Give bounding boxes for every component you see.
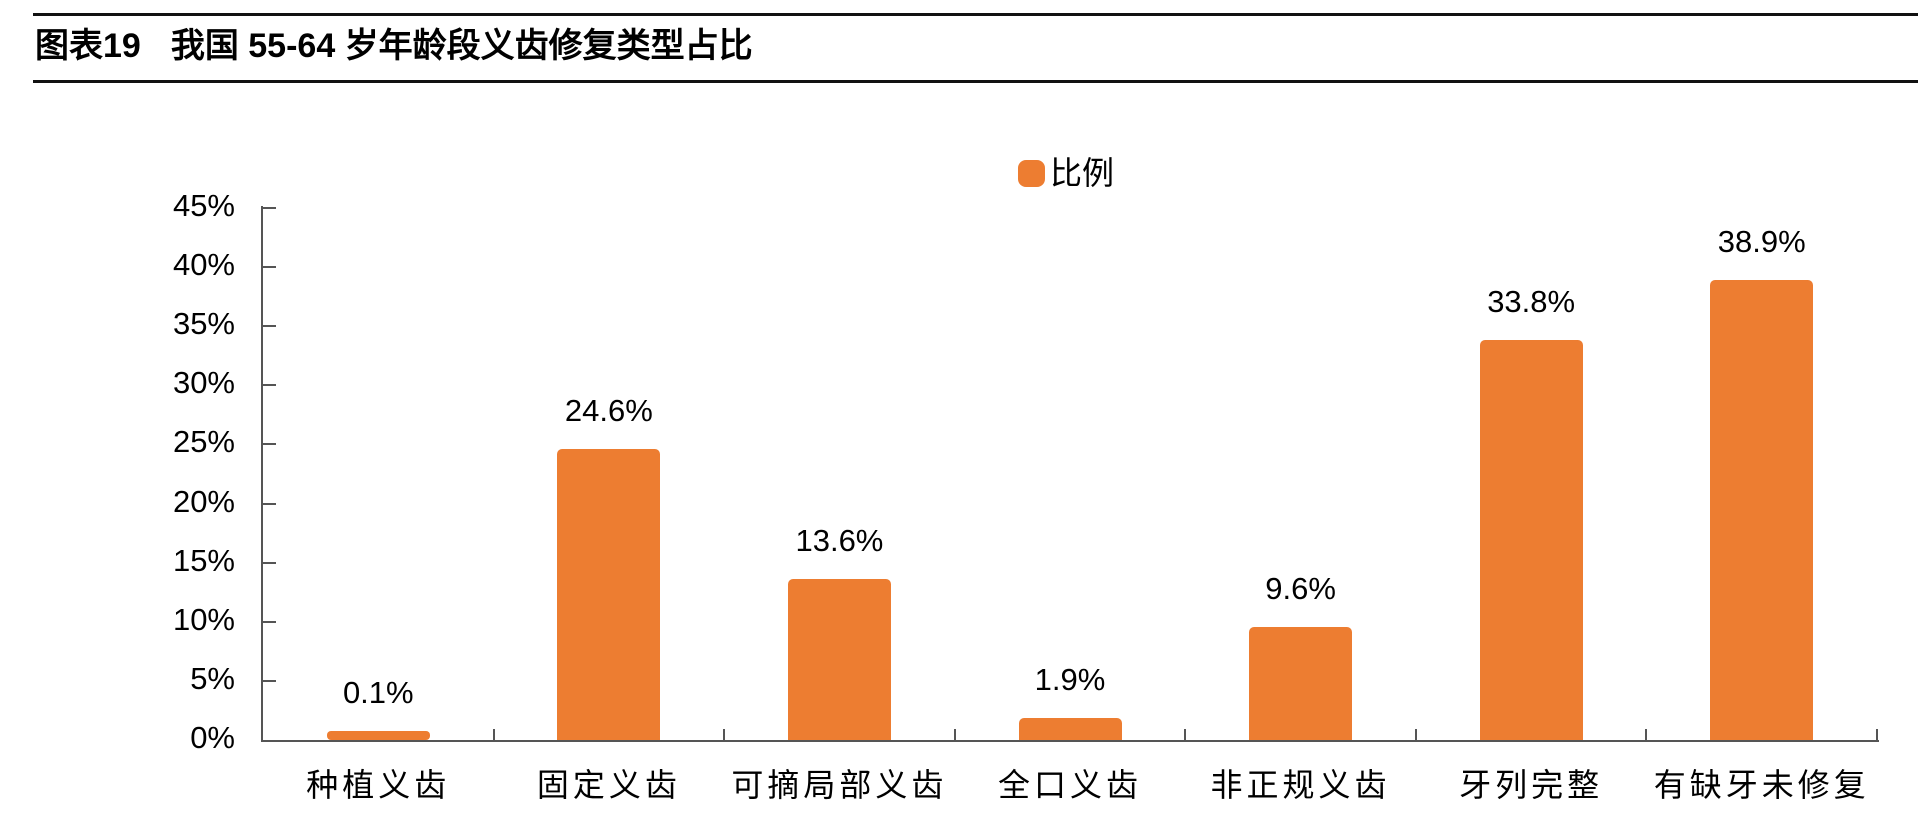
- category-label: 有缺牙未修复: [1653, 767, 1870, 803]
- y-axis-tick: [263, 561, 276, 564]
- y-tick-label: 15%: [172, 542, 235, 578]
- bar-value-label: 0.1%: [342, 675, 414, 710]
- category-label: 固定义齿: [536, 767, 681, 803]
- title-rule-bottom: [33, 80, 1918, 83]
- bar-有缺牙未修复: [1710, 280, 1814, 740]
- y-tick-label: 30%: [172, 365, 235, 401]
- x-axis-tick: [1184, 729, 1187, 740]
- x-axis-tick: [1645, 729, 1648, 740]
- bar-value-label: 24.6%: [564, 393, 653, 429]
- y-tick-label: 25%: [172, 424, 235, 460]
- legend-series-label: 比例: [1049, 155, 1115, 191]
- bar-value-label: 9.6%: [1265, 570, 1336, 606]
- x-axis-line: [261, 740, 1879, 742]
- bar-全口义齿: [1018, 717, 1122, 740]
- x-axis-tick: [953, 729, 956, 740]
- y-axis-tick: [263, 207, 276, 209]
- category-label: 非正规义齿: [1210, 767, 1391, 803]
- y-axis-tick: [263, 620, 276, 623]
- bar-value-label: 1.9%: [1034, 661, 1106, 697]
- y-axis-line: [261, 206, 263, 742]
- y-axis-tick: [263, 266, 276, 269]
- bar-可摘局部义齿: [787, 579, 891, 740]
- y-tick-label: 20%: [172, 483, 235, 519]
- y-axis-tick: [263, 502, 276, 505]
- bar-固定义齿: [557, 449, 661, 740]
- x-axis-tick: [1414, 729, 1417, 740]
- bar-非正规义齿: [1249, 626, 1353, 740]
- category-label: 可摘局部义齿: [731, 767, 948, 803]
- y-axis-tick: [263, 443, 276, 446]
- figure-title-text: 我国 55-64 岁年龄段义齿修复类型占比: [170, 27, 753, 65]
- legend-swatch-icon: [1017, 159, 1045, 187]
- y-axis-tick: [263, 679, 276, 682]
- y-axis-tick: [263, 384, 276, 387]
- bar-种植义齿: [326, 731, 430, 740]
- x-axis-tick: [1876, 729, 1878, 740]
- category-label: 全口义齿: [997, 767, 1142, 803]
- x-axis-tick: [723, 729, 726, 740]
- category-label: 种植义齿: [306, 767, 451, 803]
- title-rule-top: [33, 13, 1918, 16]
- figure-number-label: 图表19: [35, 27, 141, 65]
- bar-value-label: 33.8%: [1487, 284, 1576, 320]
- y-tick-label: 10%: [172, 601, 235, 637]
- bar-value-label: 38.9%: [1717, 224, 1806, 260]
- bar-value-label: 13.6%: [795, 523, 884, 559]
- chart-legend: 比例: [1017, 155, 1115, 191]
- y-axis-tick: [263, 325, 276, 328]
- figure-title: 图表19 我国 55-64 岁年龄段义齿修复类型占比: [35, 25, 753, 67]
- y-tick-label: 35%: [172, 306, 235, 342]
- y-tick-label: 45%: [172, 188, 235, 223]
- x-axis-tick: [492, 729, 495, 740]
- y-tick-label: 5%: [190, 660, 235, 696]
- category-label: 牙列完整: [1459, 767, 1604, 803]
- bar-牙列完整: [1479, 340, 1583, 740]
- y-tick-label: 0%: [190, 720, 235, 755]
- y-tick-label: 40%: [172, 247, 235, 283]
